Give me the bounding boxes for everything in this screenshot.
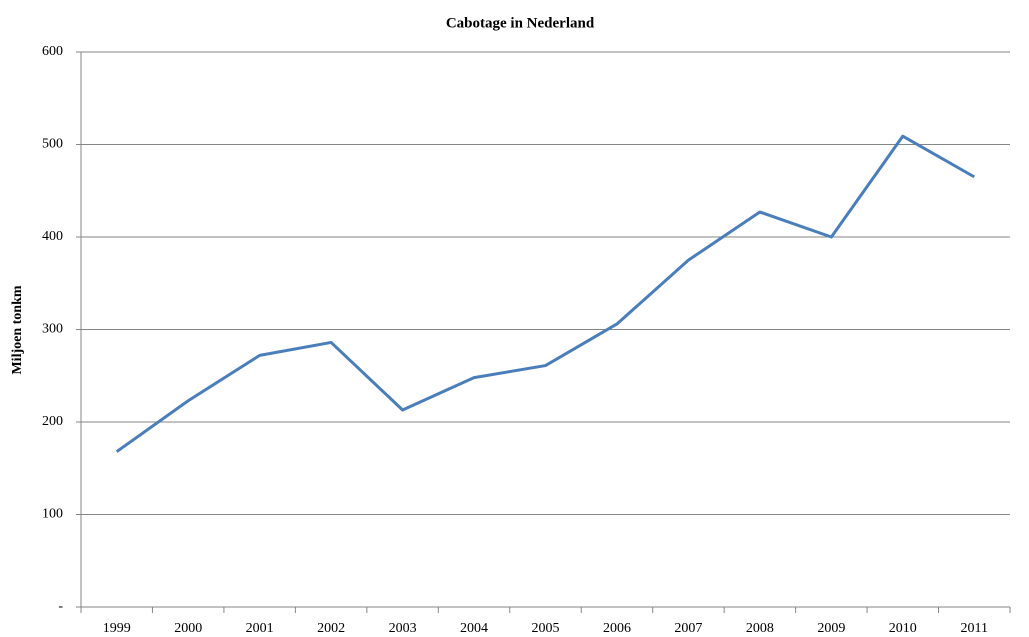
y-tick-label: 500 — [42, 137, 63, 152]
y-tick-label: 100 — [42, 507, 63, 522]
x-tick-label: 2003 — [389, 621, 417, 636]
chart-title: Cabotage in Nederland — [446, 15, 595, 31]
y-tick-label: - — [58, 599, 63, 614]
x-tick-label: 2006 — [603, 621, 631, 636]
x-tick-label: 2008 — [746, 621, 774, 636]
x-tick-label: 2005 — [532, 621, 560, 636]
x-tick-label: 2009 — [817, 621, 845, 636]
x-tick-label: 2007 — [674, 621, 702, 636]
y-tick-label: 600 — [42, 44, 63, 59]
line-series — [115, 134, 976, 453]
x-tick-label: 2010 — [889, 621, 917, 636]
x-tick-label: 2002 — [317, 621, 345, 636]
y-axis-label: Miljoen tonkm — [10, 285, 25, 374]
x-tick-label: 2001 — [246, 621, 274, 636]
y-tick-label: 400 — [42, 229, 63, 244]
x-tick-label: 1999 — [103, 621, 131, 636]
x-tick-label: 2011 — [961, 621, 988, 636]
y-tick-label: 300 — [42, 322, 63, 337]
y-tick-label: 200 — [42, 414, 63, 429]
x-tick-label: 2004 — [460, 621, 488, 636]
x-tick-label: 2000 — [174, 621, 202, 636]
